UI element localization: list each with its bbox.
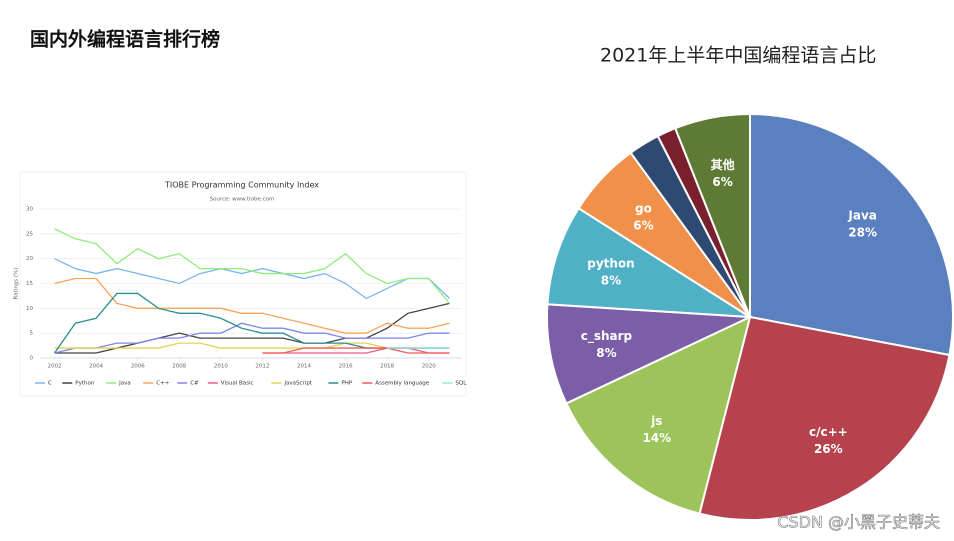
slice-label: Java	[847, 208, 876, 222]
legend-label: Java	[118, 381, 131, 387]
page-title: 国内外编程语言排行榜	[30, 28, 220, 51]
watermark: CSDN @小黑子史蒂夫	[777, 513, 940, 532]
slice-label: go	[635, 201, 652, 215]
legend-label: Assembly language	[375, 381, 429, 387]
slice-value-label: 6%	[633, 218, 653, 232]
pie-title: 2021年上半年中国编程语言占比	[600, 45, 876, 67]
series-line	[54, 228, 451, 304]
y-tick-label: 15	[26, 281, 33, 287]
series-line	[54, 277, 450, 334]
chart-subtitle: Source: www.tiobe.com	[210, 197, 275, 203]
y-tick-label: 25	[26, 231, 33, 237]
series-line	[262, 347, 450, 354]
pie-slice	[564, 315, 752, 515]
legend-label: C++	[156, 381, 169, 387]
y-tick-label: 10	[26, 306, 33, 312]
slice-label: c/c++	[809, 425, 848, 439]
legend-label: Visual Basic	[221, 381, 254, 387]
chart-frame	[19, 171, 467, 397]
y-tick-label: 30	[26, 207, 33, 213]
pie-slice	[546, 303, 751, 405]
legend-label: PHP	[341, 381, 352, 387]
pie-slice	[698, 315, 951, 521]
series-line	[262, 347, 450, 354]
y-tick-label: 20	[26, 256, 33, 262]
slice-label: python	[587, 256, 634, 270]
series-line	[54, 342, 450, 349]
legend-label: Python	[75, 381, 95, 387]
slice-value-label: 8%	[596, 346, 616, 360]
series-line	[54, 322, 450, 354]
chart-title: TIOBE Programming Community Index	[164, 181, 319, 190]
x-tick-label: 2012	[255, 364, 269, 370]
y-tick-label: 5	[30, 331, 34, 337]
x-tick-label: 2014	[297, 364, 311, 370]
x-tick-label: 2018	[380, 364, 394, 370]
x-tick-label: 2002	[48, 364, 62, 370]
y-axis-label: Ratings (%)	[14, 268, 20, 300]
legend-label: SQL	[455, 381, 467, 387]
x-tick-label: 2004	[89, 364, 103, 370]
slice-label: 其他	[711, 157, 735, 172]
y-tick-label: 0	[30, 356, 34, 362]
slice-label: c_sharp	[581, 329, 633, 344]
pie-slice	[546, 206, 751, 318]
x-tick-label: 2016	[339, 364, 353, 370]
series-line	[54, 302, 450, 354]
legend-label: C	[48, 381, 52, 387]
slice-value-label: 8%	[601, 273, 621, 287]
slice-value-label: 6%	[712, 175, 732, 189]
x-tick-label: 2006	[131, 364, 145, 370]
x-tick-label: 2010	[214, 364, 228, 370]
slice-value-label: 14%	[642, 431, 671, 445]
slice-label: js	[650, 414, 662, 428]
slice-value-label: 26%	[814, 442, 843, 456]
x-tick-label: 2020	[422, 364, 436, 370]
legend-label: C#	[190, 381, 199, 387]
pie-slice	[673, 112, 751, 318]
pie-slice	[749, 112, 954, 357]
x-tick-label: 2008	[172, 364, 186, 370]
legend-label: JavaScript	[283, 381, 312, 387]
slice-value-label: 28%	[848, 225, 877, 239]
